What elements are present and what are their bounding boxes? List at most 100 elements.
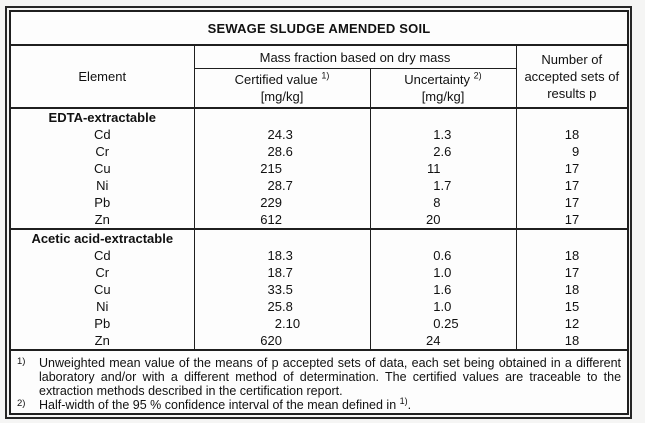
section-name: EDTA-extractable	[9, 107, 195, 126]
section-header-row: Acetic acid-extractable	[9, 228, 629, 247]
element-cell: Pb	[9, 315, 195, 332]
col-header-mass-fraction: Mass fraction based on dry mass	[193, 44, 517, 69]
certified-value-cell: 28.6	[193, 143, 371, 160]
accepted-sets-value: 18	[564, 282, 580, 297]
table-row: Pb 229 8 17	[9, 194, 629, 211]
table-row: Cd 24.3 1.3 18	[9, 126, 629, 143]
table-row: Zn 612 20 17	[9, 211, 629, 229]
accepted-sets-cell: 17	[515, 177, 629, 194]
certified-value-label: Certified value	[234, 72, 318, 87]
empty-cell	[193, 228, 371, 247]
uncertainty-cell: 1.6	[369, 281, 517, 298]
certified-value-label-line: Certified value 1)	[195, 71, 370, 88]
uncertainty-footnote-ref: 2)	[473, 70, 482, 81]
footnote-1: 1) Unweighted mean value of the means of…	[13, 356, 621, 398]
accepted-sets-cell: 12	[515, 315, 629, 332]
uncertainty-cell: 1.7	[369, 177, 517, 194]
table-row: Ni 28.7 1.7 17	[9, 177, 629, 194]
col-header-uncertainty: Uncertainty 2) [mg/kg]	[369, 68, 517, 109]
element-cell: Cd	[9, 126, 195, 143]
certified-value-cell: 612	[193, 211, 371, 229]
footnote-2: 2) Half-width of the 95 % confidence int…	[13, 395, 621, 412]
table-row: Cu 215 11 17	[9, 160, 629, 177]
accepted-sets-value: 17	[564, 265, 580, 280]
certified-value: 620	[260, 333, 282, 348]
uncertainty-value: 0.6	[433, 248, 452, 263]
certified-value-cell: 2.10	[193, 315, 371, 332]
uncertainty-value: 1.0	[433, 265, 452, 280]
section-name: Acetic acid-extractable	[9, 228, 195, 247]
section-header-row: EDTA-extractable	[9, 107, 629, 126]
accepted-sets-value: 18	[564, 248, 580, 263]
uncertainty-value: 1.7	[433, 178, 452, 193]
uncertainty-cell: 0.25	[369, 315, 517, 332]
uncertainty-value: 11	[427, 161, 441, 176]
uncertainty-value: 2.6	[433, 144, 452, 159]
certified-value: 18.3	[267, 248, 293, 263]
element-cell: Cr	[9, 264, 195, 281]
certified-value: 2.10	[274, 316, 301, 331]
accepted-sets-value: 9	[572, 144, 580, 159]
accepted-sets-cell: 18	[515, 247, 629, 264]
empty-cell	[515, 228, 629, 247]
certified-value: 25.8	[267, 299, 293, 314]
col-header-certified-value: Certified value 1) [mg/kg]	[193, 68, 371, 109]
uncertainty-value: 1.0	[433, 299, 452, 314]
footnote-2-ref: 1)	[399, 395, 408, 406]
accepted-sets-value: 18	[564, 127, 580, 142]
certified-value-cell: 25.8	[193, 298, 371, 315]
certified-value-cell: 620	[193, 332, 371, 350]
accepted-sets-cell: 9	[515, 143, 629, 160]
empty-cell	[515, 107, 629, 126]
uncertainty-cell: 1.0	[369, 298, 517, 315]
certified-value-cell: 229	[193, 194, 371, 211]
table-row: Cd 18.3 0.6 18	[9, 247, 629, 264]
footnote-2-text-after: .	[407, 398, 412, 412]
uncertainty-cell: 1.3	[369, 126, 517, 143]
col-header-accepted-sets: Number of accepted sets of results p	[515, 44, 629, 109]
header-row-1: Element Mass fraction based on dry mass …	[9, 44, 629, 109]
uncertainty-value: 24	[426, 333, 441, 348]
footnote-2-text: Half-width of the 95 % confidence interv…	[39, 395, 621, 412]
certified-value: 28.7	[267, 178, 293, 193]
certified-value-cell: 33.5	[193, 281, 371, 298]
accepted-sets-cell: 17	[515, 194, 629, 211]
element-cell: Cu	[9, 281, 195, 298]
certified-value-footnote-ref: 1)	[321, 70, 330, 81]
footnote-1-text: Unweighted mean value of the means of p …	[39, 356, 622, 398]
footnote-2-marker: 2)	[17, 398, 26, 409]
accepted-sets-cell: 15	[515, 298, 629, 315]
certified-value: 229	[260, 195, 282, 210]
certified-value-cell: 215	[193, 160, 371, 177]
empty-cell	[369, 107, 517, 126]
certified-value: 215	[260, 161, 282, 176]
element-cell: Cd	[9, 247, 195, 264]
certified-value: 18.7	[267, 265, 293, 280]
uncertainty-value: 1.3	[433, 127, 452, 142]
outer-frame	[5, 6, 632, 419]
page-title: SEWAGE SLUDGE AMENDED SOIL	[9, 10, 629, 46]
uncertainty-label: Uncertainty	[404, 72, 471, 87]
certified-value-cell: 24.3	[193, 126, 371, 143]
element-cell: Ni	[9, 177, 195, 194]
element-cell: Pb	[9, 194, 195, 211]
uncertainty-cell: 2.6	[369, 143, 517, 160]
table-row: Cu 33.5 1.6 18	[9, 281, 629, 298]
accepted-sets-cell: 18	[515, 332, 629, 350]
footnotes-row: 1) Unweighted mean value of the means of…	[9, 349, 629, 415]
accepted-sets-cell: 17	[515, 211, 629, 229]
footnotes-cell: 1) Unweighted mean value of the means of…	[9, 349, 629, 415]
accepted-sets-value: 17	[564, 195, 580, 210]
certified-value: 612	[260, 212, 282, 227]
uncertainty-cell: 20	[369, 211, 517, 229]
data-table: SEWAGE SLUDGE AMENDED SOIL Element Mass …	[9, 10, 630, 415]
accepted-sets-cell: 18	[515, 126, 629, 143]
table-row: Cr 28.6 2.6 9	[9, 143, 629, 160]
element-cell: Ni	[9, 298, 195, 315]
certified-value: 24.3	[267, 127, 293, 142]
accepted-sets-value: 17	[564, 212, 580, 227]
element-cell: Zn	[9, 211, 195, 229]
element-cell: Cr	[9, 143, 195, 160]
col-header-element: Element	[9, 44, 195, 109]
